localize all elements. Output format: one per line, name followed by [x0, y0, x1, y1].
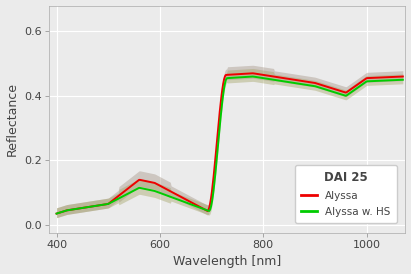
Legend: Alyssa, Alyssa w. HS: Alyssa, Alyssa w. HS — [295, 165, 397, 223]
Y-axis label: Reflectance: Reflectance — [6, 82, 18, 156]
X-axis label: Wavelength [nm]: Wavelength [nm] — [173, 255, 281, 269]
